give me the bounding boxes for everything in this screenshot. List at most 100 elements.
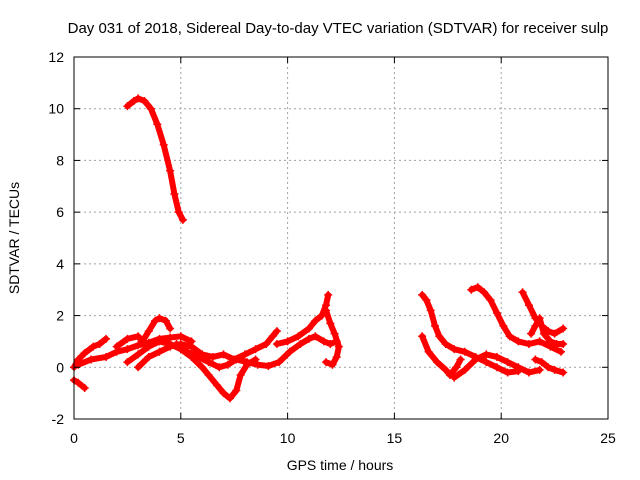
data-point (460, 347, 469, 356)
data-point (102, 334, 111, 343)
data-point (304, 324, 313, 333)
data-point (166, 342, 175, 351)
data-point (557, 347, 566, 356)
data-point (183, 347, 192, 356)
data-point (134, 332, 143, 341)
data-point (178, 215, 187, 224)
data-point (272, 327, 281, 336)
data-point (319, 337, 328, 346)
data-point (550, 329, 559, 338)
data-point (219, 350, 228, 359)
series-arc-11 (418, 290, 523, 377)
data-point (441, 365, 450, 374)
data-point (467, 285, 476, 294)
data-point (334, 342, 343, 351)
series-arc-13 (450, 350, 544, 382)
y-axis-ticks: -2 0 2 4 6 8 10 12 (48, 49, 608, 427)
data-point (550, 365, 559, 374)
data-point (74, 378, 83, 387)
data-point (482, 350, 491, 359)
data-point (268, 332, 277, 341)
data-point (134, 363, 143, 372)
data-point (129, 96, 138, 105)
data-point (499, 321, 508, 330)
data-point (524, 368, 533, 377)
data-point (283, 337, 292, 346)
series-arc-8 (172, 332, 341, 372)
data-point (87, 355, 96, 364)
y-tick-label: 4 (56, 256, 64, 272)
data-point (159, 140, 168, 149)
data-point (471, 355, 480, 364)
data-point (452, 363, 461, 372)
data-point (262, 340, 271, 349)
data-point (433, 358, 442, 367)
data-point (144, 342, 153, 351)
data-point (311, 332, 320, 341)
data-point (138, 337, 147, 346)
data-point (112, 342, 121, 351)
data-point (311, 316, 320, 325)
data-point (80, 349, 89, 358)
series-line (71, 377, 88, 391)
y-tick-label: 0 (56, 359, 64, 375)
data-point (559, 324, 568, 333)
y-axis-label: SDTVAR / TECUs (6, 182, 22, 294)
data-point (161, 316, 170, 325)
data-point (418, 332, 427, 341)
data-point (322, 306, 331, 315)
series-line (173, 333, 340, 371)
data-point (236, 371, 245, 380)
data-point (330, 329, 339, 338)
series-line (124, 95, 186, 223)
y-tick-label: 6 (56, 204, 64, 220)
data-point (123, 345, 132, 354)
data-point (208, 352, 217, 361)
data-point (89, 342, 98, 351)
data-point (285, 347, 294, 356)
data-point (524, 340, 533, 349)
data-point (492, 363, 501, 372)
data-point (480, 288, 489, 297)
data-point (473, 283, 482, 292)
series-arc-1 (70, 376, 89, 392)
data-point (296, 340, 305, 349)
series-arc-4 (74, 332, 196, 369)
data-point (424, 347, 433, 356)
data-point (460, 365, 469, 374)
series-arc-14 (467, 283, 566, 356)
data-point (441, 340, 450, 349)
x-tick-label: 20 (493, 430, 509, 446)
data-point (155, 314, 164, 323)
x-axis-label: GPS time / hours (287, 457, 394, 473)
data-point (225, 394, 234, 403)
data-point (294, 332, 303, 341)
data-point (219, 389, 228, 398)
data-point (272, 340, 281, 349)
series-arc-12 (418, 332, 465, 380)
x-tick-label: 0 (70, 430, 78, 446)
data-point (486, 296, 495, 305)
data-point (450, 373, 459, 382)
data-point (435, 332, 444, 341)
series-arc-16 (531, 355, 568, 377)
series-arc-5 (112, 314, 175, 351)
y-tick-label: 12 (48, 49, 64, 65)
data-point (514, 337, 523, 346)
data-point (492, 308, 501, 317)
data-point (535, 365, 544, 374)
data-point (134, 341, 143, 350)
data-point (166, 324, 175, 333)
data-point (153, 120, 162, 129)
data-point (456, 355, 465, 364)
data-point (539, 329, 548, 338)
x-tick-label: 15 (387, 430, 403, 446)
y-tick-label: 10 (48, 101, 64, 117)
data-point (559, 340, 568, 349)
data-point (187, 342, 196, 351)
series-arc-17 (527, 314, 568, 349)
data-point (264, 361, 273, 370)
data-point (243, 358, 252, 367)
data-point (559, 368, 568, 377)
